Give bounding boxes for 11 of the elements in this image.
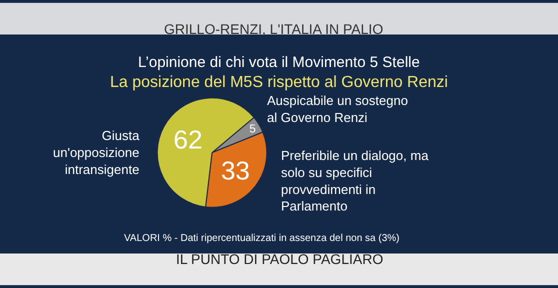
chart-title: L’opinione di chi vota il Movimento 5 Stelle xyxy=(138,54,420,71)
data-label: 62 xyxy=(174,124,202,155)
slice-label: Auspicabile un sostegno al Governo Renzi xyxy=(267,93,408,125)
text: GRILLO-RENZI, L'ITALIA IN PALIO xyxy=(164,21,384,37)
text: VALORI % - Dati ripercentualizzati in assenza del non sa (3%) xyxy=(124,233,400,244)
slice-label: Giusta un'opposizione intransigente xyxy=(53,128,140,177)
slice-label: Preferibile un dialogo, ma solo su specifici provvedimenti in Parlamento xyxy=(281,148,430,214)
chart-subtitle: La posizione del M5S rispetto al Governo Renzi xyxy=(110,74,448,91)
data-label: 5 xyxy=(249,123,256,136)
text: IL PUNTO DI PAOLO PAGLIARO xyxy=(176,251,384,267)
data-label: 33 xyxy=(220,156,250,186)
